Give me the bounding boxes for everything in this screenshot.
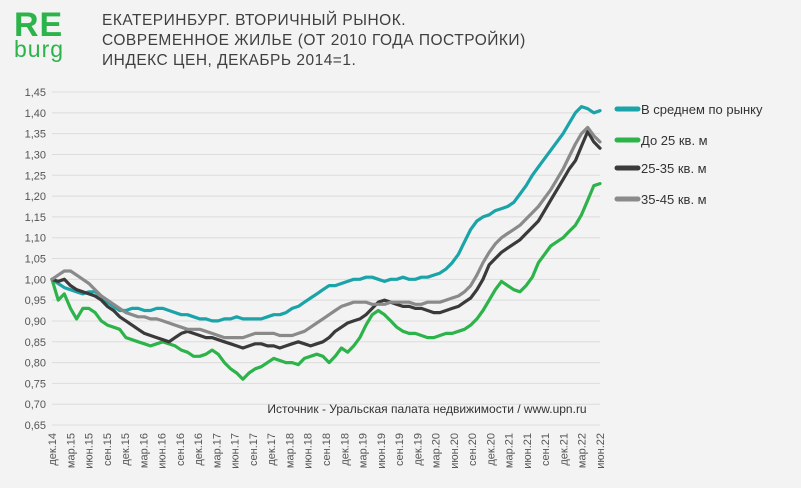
source-note: Источник - Уральская палата недвижимости… — [267, 402, 586, 416]
legend-label: До 25 кв. м — [641, 133, 708, 148]
y-tick-label: 1,20 — [25, 191, 46, 203]
y-tick-label: 1,35 — [25, 129, 46, 141]
y-tick-label: 1,10 — [25, 233, 46, 245]
x-tick-label: мар.21 — [504, 433, 516, 468]
x-tick-label: мар.22 — [577, 433, 589, 468]
x-tick-label: сен.19 — [394, 433, 406, 466]
x-axis-ticks: дек.14 мар.15 июн.15 сен.15 дек.15 мар.16 июн.… — [47, 433, 607, 469]
title-line-3: ИНДЕКС ЦЕН, ДЕКАБРЬ 2014=1. — [102, 52, 357, 69]
legend-label: В среднем по рынку — [641, 102, 763, 117]
x-tick-label: дек.15 — [120, 433, 132, 466]
y-tick-label: 1,00 — [25, 274, 46, 286]
x-tick-label: июн.16 — [157, 433, 169, 469]
x-tick-label: мар.15 — [65, 433, 77, 468]
x-tick-label: дек.20 — [485, 433, 497, 466]
x-tick-label: июн.17 — [230, 433, 242, 469]
chart-title: ЕКАТЕРИНБУРГ. ВТОРИЧНЫЙ РЫНОК. СОВРЕМЕНН… — [102, 11, 526, 71]
x-tick-label: сен.20 — [467, 433, 479, 466]
x-tick-label: июн.22 — [595, 433, 607, 469]
x-tick-label: июн.20 — [449, 433, 461, 469]
x-tick-label: сен.21 — [540, 433, 552, 466]
x-tick-label: мар.16 — [138, 433, 150, 468]
y-axis-ticks: 1,45 1,40 1,35 1,30 1,25 1,20 1,15 1,10 1,05 1,00… — [25, 87, 46, 432]
x-tick-label: мар.18 — [284, 433, 296, 468]
series-lines — [50, 104, 602, 381]
x-tick-label: дек.17 — [266, 433, 278, 466]
x-tick-label: июн.18 — [303, 433, 315, 469]
y-tick-label: 0,70 — [25, 399, 46, 411]
grid-lines — [52, 91, 600, 426]
x-tick-label: дек.19 — [412, 433, 424, 466]
series-line-3 — [50, 125, 602, 340]
y-tick-label: 0,75 — [25, 378, 46, 390]
x-tick-label: сен.18 — [321, 433, 333, 466]
y-tick-label: 1,15 — [25, 212, 46, 224]
reburg-logo: RE burg — [14, 8, 86, 61]
y-tick-label: 0,85 — [25, 337, 46, 349]
y-tick-label: 1,05 — [25, 254, 46, 266]
legend-label: 35-45 кв. м — [641, 192, 707, 207]
x-tick-label: мар.17 — [211, 433, 223, 468]
y-tick-label: 0,95 — [25, 295, 46, 307]
y-tick-label: 1,45 — [25, 87, 46, 99]
x-tick-label: дек.21 — [558, 433, 570, 466]
y-tick-label: 0,65 — [25, 420, 46, 432]
logo-re-text: RE — [14, 6, 64, 44]
y-tick-label: 0,90 — [25, 316, 46, 328]
logo-burg-text: burg — [14, 36, 65, 62]
x-tick-label: сен.17 — [248, 433, 260, 466]
x-tick-label: мар.20 — [431, 433, 443, 468]
x-tick-label: мар.19 — [358, 433, 370, 468]
title-line-2: СОВРЕМЕННОЕ ЖИЛЬЕ (ОТ 2010 ГОДА ПОСТРОЙК… — [102, 32, 526, 49]
x-tick-label: июн.21 — [522, 433, 534, 469]
series-line-0 — [50, 104, 602, 323]
x-tick-label: июн.19 — [376, 433, 388, 469]
x-tick-label: сен.15 — [102, 433, 114, 466]
x-tick-label: дек.18 — [339, 433, 351, 466]
y-tick-label: 0,80 — [25, 358, 46, 370]
y-tick-label: 1,40 — [25, 108, 46, 120]
series-line-2 — [50, 129, 602, 350]
x-tick-label: дек.14 — [47, 433, 59, 466]
x-tick-label: дек.16 — [193, 433, 205, 466]
x-tick-label: июн.15 — [84, 433, 96, 469]
x-tick-label: сен.16 — [175, 433, 187, 466]
y-tick-label: 1,30 — [25, 149, 46, 161]
series-line-1 — [50, 182, 602, 381]
title-line-1: ЕКАТЕРИНБУРГ. ВТОРИЧНЫЙ РЫНОК. — [102, 12, 407, 29]
legend: В среднем по рынку До 25 кв. м 25-35 кв. м… — [614, 102, 763, 207]
y-tick-label: 1,25 — [25, 170, 46, 182]
legend-label: 25-35 кв. м — [641, 161, 707, 176]
